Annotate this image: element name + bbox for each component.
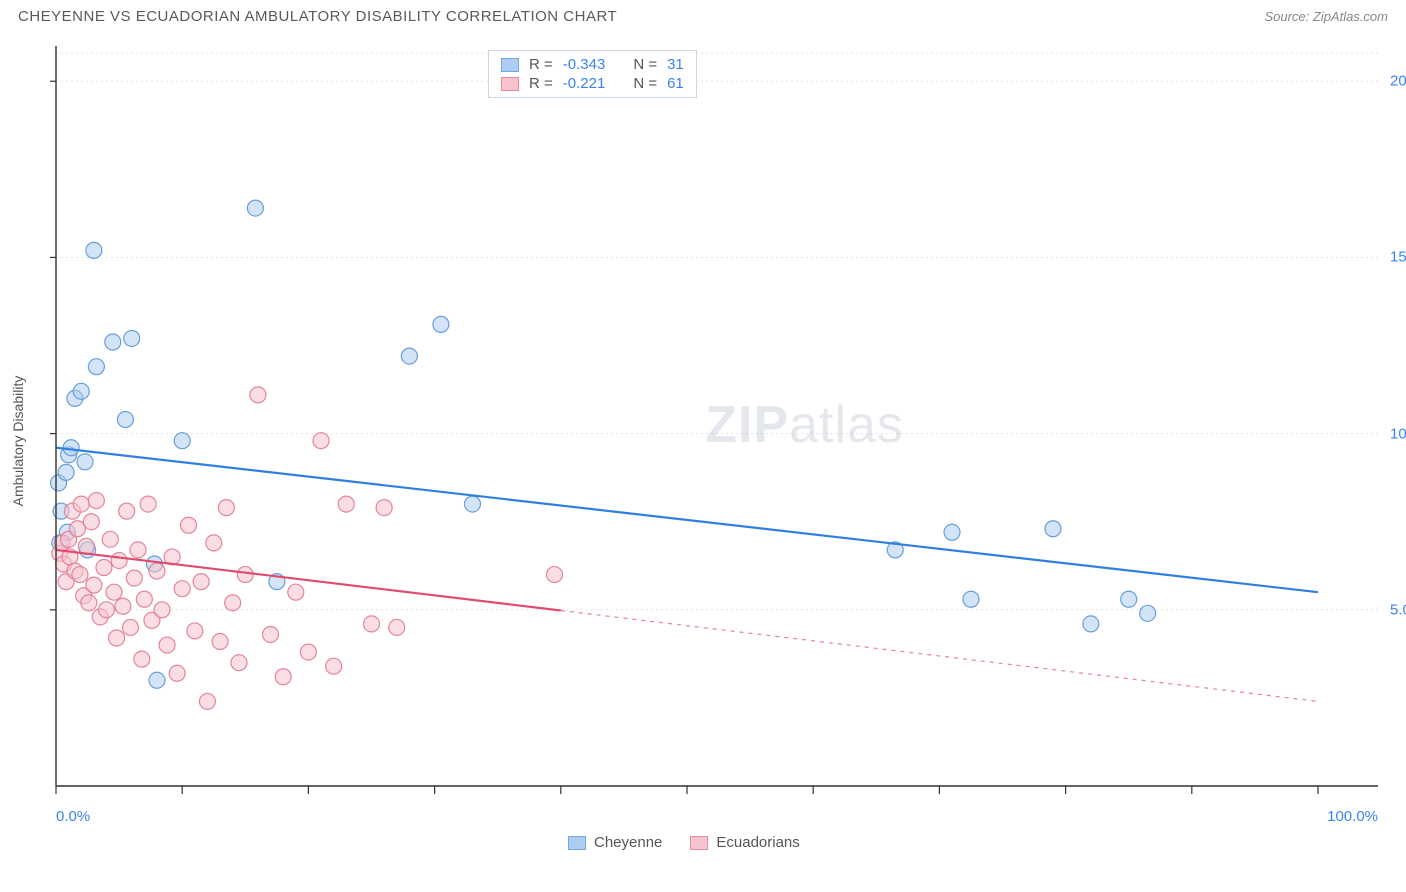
data-point [149, 672, 165, 688]
data-point [247, 200, 263, 216]
y-axis-label: Ambulatory Disability [10, 376, 26, 507]
data-point [117, 412, 133, 428]
data-point [149, 563, 165, 579]
data-point [73, 383, 89, 399]
stats-legend-row: R = -0.221 N = 61 [501, 74, 684, 93]
data-point [134, 651, 150, 667]
data-point [105, 334, 121, 350]
r-value: -0.221 [563, 75, 606, 92]
data-point [225, 595, 241, 611]
y-tick-label: 5.0% [1390, 601, 1406, 618]
data-point [72, 567, 88, 583]
legend-label: Cheyenne [594, 834, 662, 851]
data-point [77, 454, 93, 470]
data-point [88, 359, 104, 375]
legend-item: Ecuadorians [690, 834, 799, 851]
data-point [187, 623, 203, 639]
data-point [313, 433, 329, 449]
data-point [218, 500, 234, 516]
data-point [98, 602, 114, 618]
data-point [181, 517, 197, 533]
legend-swatch [501, 58, 519, 72]
data-point [300, 644, 316, 660]
n-value: 31 [667, 56, 684, 73]
data-point [174, 581, 190, 597]
data-point [275, 669, 291, 685]
data-point [199, 693, 215, 709]
data-point [115, 598, 131, 614]
r-label: R = [529, 56, 553, 73]
legend-swatch [501, 77, 519, 91]
n-label: N = [633, 75, 657, 92]
data-point [1045, 521, 1061, 537]
data-point [122, 619, 138, 635]
legend-swatch [690, 836, 708, 850]
data-point [389, 619, 405, 635]
data-point [288, 584, 304, 600]
data-point [96, 560, 112, 576]
data-point [944, 524, 960, 540]
data-point [433, 316, 449, 332]
data-point [86, 242, 102, 258]
data-point [401, 348, 417, 364]
data-point [83, 514, 99, 530]
source-label: Source: ZipAtlas.com [1264, 9, 1388, 24]
scatter-plot [48, 46, 1388, 836]
data-point [193, 574, 209, 590]
data-point [58, 464, 74, 480]
n-label: N = [633, 56, 657, 73]
data-point [169, 665, 185, 681]
data-point [237, 567, 253, 583]
x-tick-label: 0.0% [56, 808, 90, 825]
data-point [136, 591, 152, 607]
stats-legend: R = -0.343 N = 31 R = -0.221 N = 61 [488, 50, 697, 98]
data-point [119, 503, 135, 519]
data-point [464, 496, 480, 512]
data-point [126, 570, 142, 586]
data-point [102, 531, 118, 547]
data-point [140, 496, 156, 512]
r-label: R = [529, 75, 553, 92]
data-point [106, 584, 122, 600]
data-point [159, 637, 175, 653]
data-point [206, 535, 222, 551]
data-point [130, 542, 146, 558]
y-tick-label: 15.0% [1390, 249, 1406, 266]
data-point [73, 496, 89, 512]
n-value: 61 [667, 75, 684, 92]
data-point [1140, 605, 1156, 621]
chart-title: CHEYENNE VS ECUADORIAN AMBULATORY DISABI… [18, 8, 617, 25]
legend-item: Cheyenne [568, 834, 662, 851]
data-point [263, 626, 279, 642]
y-tick-label: 20.0% [1390, 73, 1406, 90]
data-point [109, 630, 125, 646]
data-point [1121, 591, 1137, 607]
data-point [111, 552, 127, 568]
data-point [963, 591, 979, 607]
data-point [231, 655, 247, 671]
data-point [154, 602, 170, 618]
trend-line-extrapolated [561, 611, 1318, 702]
stats-legend-row: R = -0.343 N = 31 [501, 55, 684, 74]
x-tick-label: 100.0% [1327, 808, 1378, 825]
data-point [174, 433, 190, 449]
series-legend: Cheyenne Ecuadorians [568, 834, 800, 851]
data-point [1083, 616, 1099, 632]
r-value: -0.343 [563, 56, 606, 73]
data-point [86, 577, 102, 593]
data-point [546, 567, 562, 583]
data-point [364, 616, 380, 632]
data-point [124, 330, 140, 346]
data-point [212, 634, 228, 650]
data-point [88, 493, 104, 509]
data-point [250, 387, 266, 403]
legend-swatch [568, 836, 586, 850]
data-point [376, 500, 392, 516]
data-point [81, 595, 97, 611]
data-point [326, 658, 342, 674]
chart-area: Ambulatory Disability ZIPatlas R =-0.343… [48, 46, 1388, 836]
legend-label: Ecuadorians [716, 834, 799, 851]
y-tick-label: 10.0% [1390, 425, 1406, 442]
data-point [338, 496, 354, 512]
